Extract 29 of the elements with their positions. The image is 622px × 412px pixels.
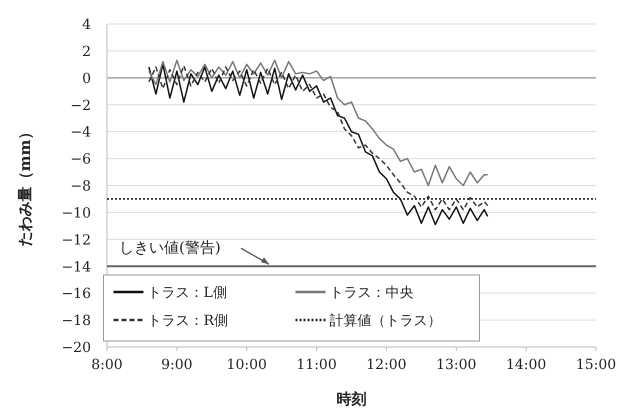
x-tick-label: 11:00 — [296, 357, 337, 373]
y-tick-label: −10 — [61, 205, 91, 222]
x-axis-title: 時刻 — [336, 390, 366, 408]
x-tick-label: 12:00 — [366, 357, 407, 373]
legend-label: トラス：R側 — [148, 313, 228, 329]
y-tick-label: −14 — [61, 259, 92, 276]
ref-line-label: しきい値(警告) — [119, 238, 221, 256]
y-tick-label: −18 — [61, 313, 91, 330]
x-tick-label: 10:00 — [226, 357, 267, 373]
legend-label: トラス：中央 — [330, 285, 414, 301]
legend-label: トラス：L側 — [148, 285, 227, 301]
y-tick-label: 0 — [82, 70, 91, 87]
y-tick-label: 4 — [82, 17, 92, 33]
x-tick-label: 15:00 — [576, 357, 616, 373]
y-tick-label: −16 — [61, 286, 92, 302]
x-tick-label: 8:00 — [91, 357, 123, 373]
y-tick-label: −2 — [70, 98, 91, 114]
y-tick-label: −4 — [70, 124, 92, 141]
legend-label: 計算値（トラス） — [330, 313, 442, 329]
y-tick-label: −12 — [61, 232, 91, 248]
x-tick-label: 13:00 — [436, 357, 476, 373]
x-tick-label: 9:00 — [161, 357, 193, 373]
y-tick-label: −20 — [61, 340, 91, 356]
line-series — [148, 60, 488, 186]
y-axis-title: たわみ量（mm） — [16, 124, 34, 246]
y-tick-label: 2 — [82, 44, 91, 60]
y-tick-label: −6 — [70, 152, 92, 168]
x-tick-label: 14:00 — [506, 357, 546, 373]
y-tick-label: −8 — [70, 178, 91, 194]
